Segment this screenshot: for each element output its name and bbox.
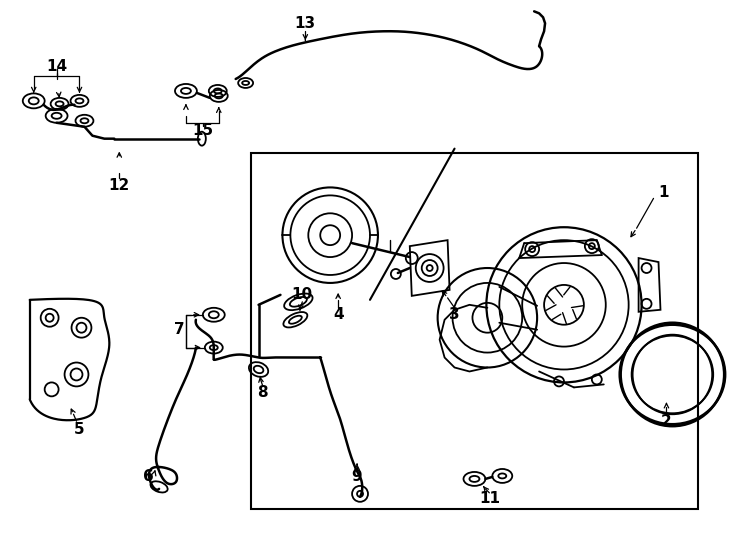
Text: 2: 2	[661, 414, 672, 429]
Text: 8: 8	[257, 385, 268, 400]
Text: 4: 4	[333, 307, 344, 322]
Text: 11: 11	[479, 491, 500, 507]
Text: 5: 5	[74, 422, 85, 437]
Text: 7: 7	[174, 322, 184, 337]
Text: 10: 10	[292, 287, 313, 302]
Text: 14: 14	[46, 58, 68, 73]
Text: 3: 3	[449, 307, 460, 322]
Text: 12: 12	[109, 178, 130, 193]
Text: 9: 9	[352, 469, 363, 484]
Text: 1: 1	[658, 185, 669, 200]
Text: 6: 6	[142, 469, 153, 484]
Text: 13: 13	[295, 16, 316, 31]
Text: 15: 15	[192, 123, 214, 138]
